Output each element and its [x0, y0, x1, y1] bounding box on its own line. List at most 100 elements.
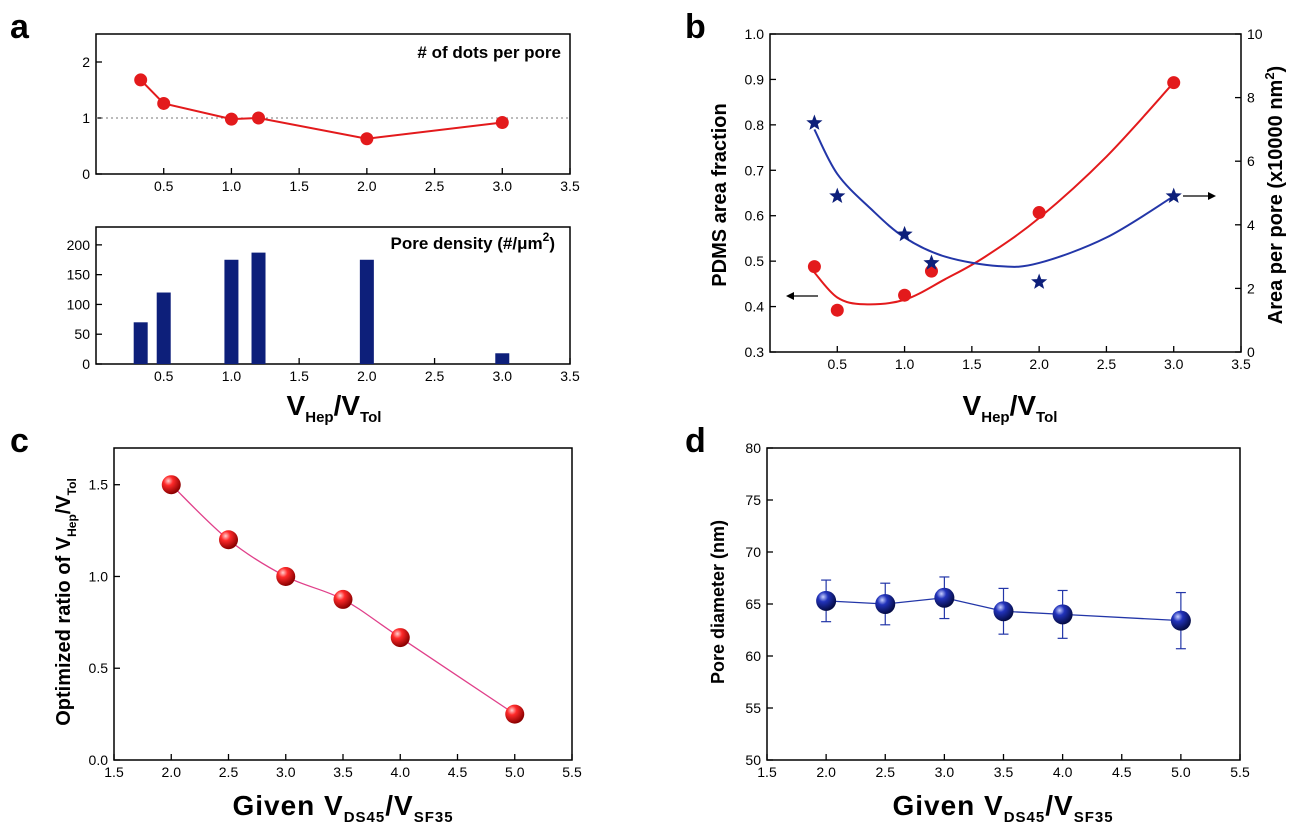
- a-top-point: [252, 111, 266, 125]
- panel-letter-d: d: [685, 422, 706, 460]
- a-top-point: [134, 73, 148, 87]
- c-xtick-label: 1.5: [104, 764, 124, 780]
- c-xtick-label: 3.0: [276, 764, 296, 780]
- b-right-ytick-label: 6: [1247, 153, 1255, 169]
- arrow-left-icon: [786, 292, 818, 300]
- a-bottom-ytick-label: 150: [67, 267, 91, 283]
- ylabel-d: Pore diameter (nm): [708, 520, 728, 684]
- a-top-point: [157, 96, 171, 110]
- a-bottom-bar: [495, 353, 510, 364]
- b-right-ytick-label: 8: [1247, 90, 1255, 106]
- ylabel-b-right: Area per pore (x10000 nm2): [1262, 66, 1287, 324]
- d-xtick-label: 5.5: [1230, 764, 1250, 780]
- a-top-point: [224, 112, 238, 126]
- b-left-ytick-label: 0.3: [745, 344, 765, 360]
- a-bottom-xtick-label: 1.5: [289, 368, 309, 384]
- b-point-area: [1165, 187, 1182, 204]
- b-xtick-label: 1.5: [962, 356, 982, 372]
- c-ytick-label: 0.0: [89, 752, 109, 768]
- panel-letter-b: b: [685, 8, 706, 46]
- a-top-series-line: [139, 79, 503, 140]
- arrow-right-icon: [1183, 192, 1216, 200]
- c-ytick-label: 1.5: [89, 477, 109, 493]
- a-bottom-xtick-label: 0.5: [154, 368, 174, 384]
- b-point-fraction: [830, 303, 844, 317]
- a-top-point: [495, 115, 509, 129]
- c-xtick-label: 4.0: [391, 764, 411, 780]
- c-ytick-label: 1.0: [89, 568, 109, 584]
- a-bottom-xtick-label: 2.0: [357, 368, 377, 384]
- d-xtick-label: 3.5: [994, 764, 1014, 780]
- panel-letter-a: a: [10, 8, 30, 46]
- b-fit-line-fraction: [813, 81, 1175, 306]
- b-left-ytick-label: 0.4: [745, 299, 765, 315]
- a-bottom-xtick-label: 3.5: [560, 368, 580, 384]
- xlabel-c: Given VDS45/VSF35: [232, 790, 453, 826]
- c-xtick-label: 2.0: [162, 764, 182, 780]
- d-ytick-label: 60: [745, 648, 761, 664]
- d-point: [1170, 610, 1191, 631]
- d-point: [875, 594, 896, 614]
- panel-letter-c: c: [10, 422, 29, 460]
- b-right-ytick-label: 2: [1247, 280, 1255, 296]
- b-point-fraction: [924, 264, 938, 278]
- a-top-ytick-label: 1: [82, 110, 90, 126]
- c-xtick-label: 4.5: [448, 764, 468, 780]
- a-top-point: [360, 132, 374, 146]
- d-xtick-label: 2.0: [816, 764, 836, 780]
- d-point: [1052, 604, 1073, 625]
- c-point: [276, 566, 296, 586]
- b-left-ytick-label: 0.8: [745, 117, 765, 133]
- b-xtick-label: 3.5: [1231, 356, 1251, 372]
- b-xtick-label: 3.0: [1164, 356, 1184, 372]
- b-point-fraction: [807, 260, 821, 274]
- c-point: [161, 475, 181, 495]
- b-left-ytick-label: 0.9: [745, 71, 765, 87]
- c-xtick-label: 2.5: [219, 764, 239, 780]
- c-xtick-label: 3.5: [333, 764, 353, 780]
- c-ytick-label: 0.5: [89, 660, 109, 676]
- d-xtick-label: 4.5: [1112, 764, 1132, 780]
- a-top-ytick-label: 0: [82, 166, 90, 182]
- a-bottom-xtick-label: 1.0: [222, 368, 242, 384]
- a-bottom-ytick-label: 50: [74, 326, 90, 342]
- b-point-fraction: [1167, 76, 1181, 90]
- axes-b: [769, 33, 1242, 353]
- b-xtick-label: 2.0: [1029, 356, 1049, 372]
- d-point: [816, 590, 837, 611]
- b-point-area: [806, 114, 823, 130]
- d-xtick-label: 4.0: [1053, 764, 1073, 780]
- chart-marks: 0.5 1.0 1.5 2.0 2.5 3.0 3.5 0 1 2 0.5 1.0 1.5 2.0 2.5 3…: [67, 26, 1263, 780]
- b-point-fraction: [1032, 206, 1046, 220]
- axes-a-bottom: [95, 226, 571, 365]
- b-right-ytick-label: 10: [1247, 26, 1263, 42]
- annotation-dots-per-pore: # of dots per pore: [417, 43, 561, 62]
- axes-frames: [95, 33, 1242, 761]
- c-point: [219, 530, 238, 550]
- a-bottom-ytick-label: 100: [67, 296, 91, 312]
- b-xtick-label: 0.5: [828, 356, 848, 372]
- d-xtick-label: 3.0: [935, 764, 955, 780]
- d-ytick-label: 65: [745, 596, 761, 612]
- a-bottom-bar: [251, 252, 266, 364]
- d-ytick-label: 75: [745, 492, 761, 508]
- c-point: [390, 628, 410, 648]
- d-ytick-label: 70: [745, 544, 761, 560]
- a-top-xtick-label: 2.0: [357, 178, 377, 194]
- a-top-xtick-label: 3.5: [560, 178, 580, 194]
- axes-a-top: [95, 33, 571, 175]
- b-xtick-label: 1.0: [895, 356, 915, 372]
- b-point-area: [923, 254, 940, 270]
- a-bottom-xtick-label: 3.0: [493, 368, 513, 384]
- a-bottom-ytick-label: 0: [82, 356, 90, 372]
- c-xtick-label: 5.5: [562, 764, 582, 780]
- a-top-xtick-label: 2.5: [425, 178, 445, 194]
- xlabel-a: VHep/VTol: [287, 390, 382, 426]
- d-ytick-label: 80: [745, 440, 761, 456]
- d-ytick-label: 55: [745, 700, 761, 716]
- c-point: [505, 704, 525, 724]
- c-xtick-label: 5.0: [505, 764, 525, 780]
- a-top-xtick-label: 1.0: [222, 178, 242, 194]
- a-top-xtick-label: 3.0: [493, 178, 513, 194]
